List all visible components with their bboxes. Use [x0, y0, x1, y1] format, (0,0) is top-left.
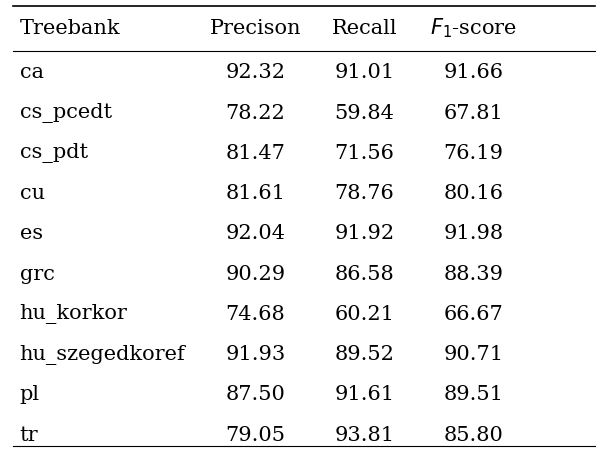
Text: hu_szegedkoref: hu_szegedkoref: [19, 345, 185, 364]
Text: 91.01: 91.01: [334, 63, 395, 82]
Text: 92.04: 92.04: [226, 225, 286, 243]
Text: ca: ca: [19, 63, 44, 82]
Text: 88.39: 88.39: [443, 265, 503, 284]
Text: 90.29: 90.29: [226, 265, 286, 284]
Text: 91.66: 91.66: [443, 63, 503, 82]
Text: 92.32: 92.32: [226, 63, 286, 82]
Text: cs_pcedt: cs_pcedt: [19, 103, 112, 123]
Text: 91.93: 91.93: [226, 345, 286, 364]
Text: grc: grc: [19, 265, 55, 284]
Text: 91.92: 91.92: [334, 225, 395, 243]
Text: 71.56: 71.56: [334, 144, 395, 163]
Text: 90.71: 90.71: [443, 345, 503, 364]
Text: cu: cu: [19, 184, 44, 203]
Text: 60.21: 60.21: [334, 305, 395, 324]
Text: 91.98: 91.98: [443, 225, 503, 243]
Text: 76.19: 76.19: [443, 144, 503, 163]
Text: 85.80: 85.80: [443, 426, 503, 445]
Text: 66.67: 66.67: [444, 305, 503, 324]
Text: 81.47: 81.47: [226, 144, 286, 163]
Text: 87.50: 87.50: [226, 386, 286, 405]
Text: 89.51: 89.51: [443, 386, 503, 405]
Text: 59.84: 59.84: [334, 104, 395, 123]
Text: 89.52: 89.52: [334, 345, 395, 364]
Text: 80.16: 80.16: [443, 184, 503, 203]
Text: pl: pl: [19, 386, 40, 405]
Text: 78.22: 78.22: [226, 104, 286, 123]
Text: tr: tr: [19, 426, 38, 445]
Text: 67.81: 67.81: [443, 104, 503, 123]
Text: cs_pdt: cs_pdt: [19, 144, 88, 163]
Text: Precison: Precison: [210, 19, 302, 38]
Text: 78.76: 78.76: [334, 184, 395, 203]
Text: hu_korkor: hu_korkor: [19, 305, 128, 324]
Text: 74.68: 74.68: [226, 305, 286, 324]
Text: Recall: Recall: [332, 19, 398, 38]
Text: $F_1$-score: $F_1$-score: [430, 16, 517, 40]
Text: 93.81: 93.81: [334, 426, 395, 445]
Text: es: es: [19, 225, 43, 243]
Text: Treebank: Treebank: [19, 19, 120, 38]
Text: 79.05: 79.05: [226, 426, 286, 445]
Text: 91.61: 91.61: [334, 386, 395, 405]
Text: 86.58: 86.58: [334, 265, 395, 284]
Text: 81.61: 81.61: [226, 184, 286, 203]
